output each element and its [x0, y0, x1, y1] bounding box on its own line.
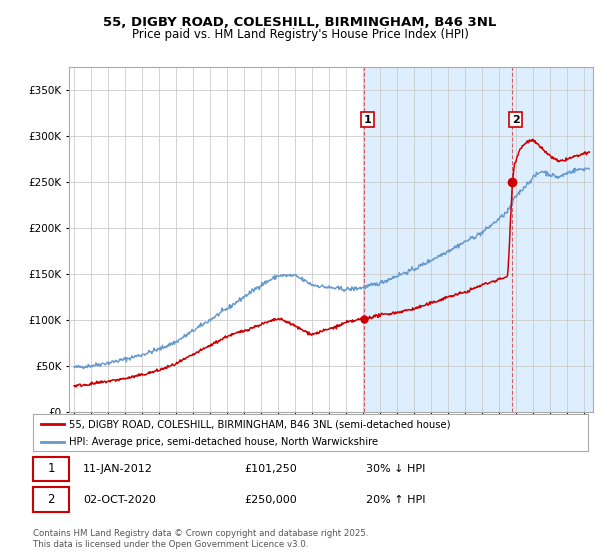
Text: Contains HM Land Registry data © Crown copyright and database right 2025.
This d: Contains HM Land Registry data © Crown c…	[33, 529, 368, 549]
FancyBboxPatch shape	[33, 487, 69, 512]
Text: 20% ↑ HPI: 20% ↑ HPI	[366, 495, 425, 505]
Bar	[364, 67, 593, 412]
Text: 55, DIGBY ROAD, COLESHILL, BIRMINGHAM, B46 3NL (semi-detached house): 55, DIGBY ROAD, COLESHILL, BIRMINGHAM, B…	[69, 419, 451, 429]
Text: 1: 1	[364, 115, 371, 124]
Text: 02-OCT-2020: 02-OCT-2020	[83, 495, 156, 505]
Text: Price paid vs. HM Land Registry's House Price Index (HPI): Price paid vs. HM Land Registry's House …	[131, 28, 469, 41]
Text: 55, DIGBY ROAD, COLESHILL, BIRMINGHAM, B46 3NL: 55, DIGBY ROAD, COLESHILL, BIRMINGHAM, B…	[103, 16, 497, 29]
FancyBboxPatch shape	[33, 457, 69, 481]
Text: HPI: Average price, semi-detached house, North Warwickshire: HPI: Average price, semi-detached house,…	[69, 437, 378, 447]
Text: 30% ↓ HPI: 30% ↓ HPI	[366, 464, 425, 474]
Text: 2: 2	[512, 115, 520, 124]
Text: £101,250: £101,250	[244, 464, 296, 474]
Text: £250,000: £250,000	[244, 495, 296, 505]
Text: 1: 1	[47, 463, 55, 475]
Text: 11-JAN-2012: 11-JAN-2012	[83, 464, 153, 474]
Text: 2: 2	[47, 493, 55, 506]
